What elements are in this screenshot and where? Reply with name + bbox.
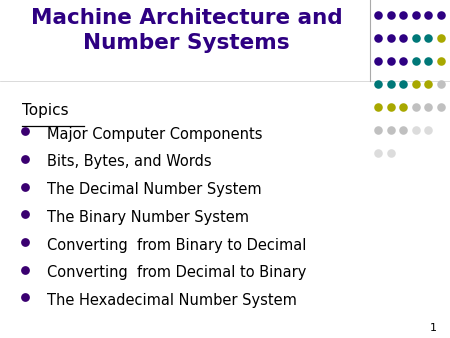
Point [387, 81, 394, 87]
Point [21, 184, 28, 189]
Point [412, 58, 419, 64]
Point [412, 13, 419, 18]
Point [437, 104, 445, 110]
Point [412, 127, 419, 133]
Point [400, 58, 407, 64]
Point [374, 58, 382, 64]
Text: The Binary Number System: The Binary Number System [47, 210, 249, 225]
Point [21, 212, 28, 217]
Point [387, 150, 394, 156]
Point [387, 35, 394, 41]
Text: Converting  from Binary to Decimal: Converting from Binary to Decimal [47, 238, 306, 252]
Point [21, 156, 28, 162]
Point [374, 127, 382, 133]
Point [387, 104, 394, 110]
Point [374, 81, 382, 87]
Point [374, 35, 382, 41]
Point [437, 58, 445, 64]
Point [400, 35, 407, 41]
Point [425, 58, 432, 64]
Point [374, 13, 382, 18]
Point [21, 128, 28, 134]
Point [425, 81, 432, 87]
Point [425, 127, 432, 133]
Point [387, 127, 394, 133]
Point [437, 35, 445, 41]
Point [425, 104, 432, 110]
Point [374, 104, 382, 110]
Point [412, 81, 419, 87]
Text: The Hexadecimal Number System: The Hexadecimal Number System [47, 293, 297, 308]
Point [374, 150, 382, 156]
Point [387, 13, 394, 18]
Point [425, 13, 432, 18]
Point [21, 267, 28, 272]
Point [412, 35, 419, 41]
Text: Bits, Bytes, and Words: Bits, Bytes, and Words [47, 154, 212, 169]
Point [400, 104, 407, 110]
Point [21, 239, 28, 245]
Point [400, 13, 407, 18]
Point [425, 35, 432, 41]
Text: Topics: Topics [22, 103, 68, 118]
Point [437, 13, 445, 18]
Point [400, 81, 407, 87]
Point [387, 58, 394, 64]
Point [412, 104, 419, 110]
Text: Converting  from Decimal to Binary: Converting from Decimal to Binary [47, 265, 306, 280]
Point [21, 295, 28, 300]
Text: Major Computer Components: Major Computer Components [47, 127, 263, 142]
Text: Machine Architecture and
Number Systems: Machine Architecture and Number Systems [31, 8, 342, 53]
Point [400, 127, 407, 133]
Point [437, 81, 445, 87]
Text: 1: 1 [429, 323, 436, 333]
Text: The Decimal Number System: The Decimal Number System [47, 182, 262, 197]
